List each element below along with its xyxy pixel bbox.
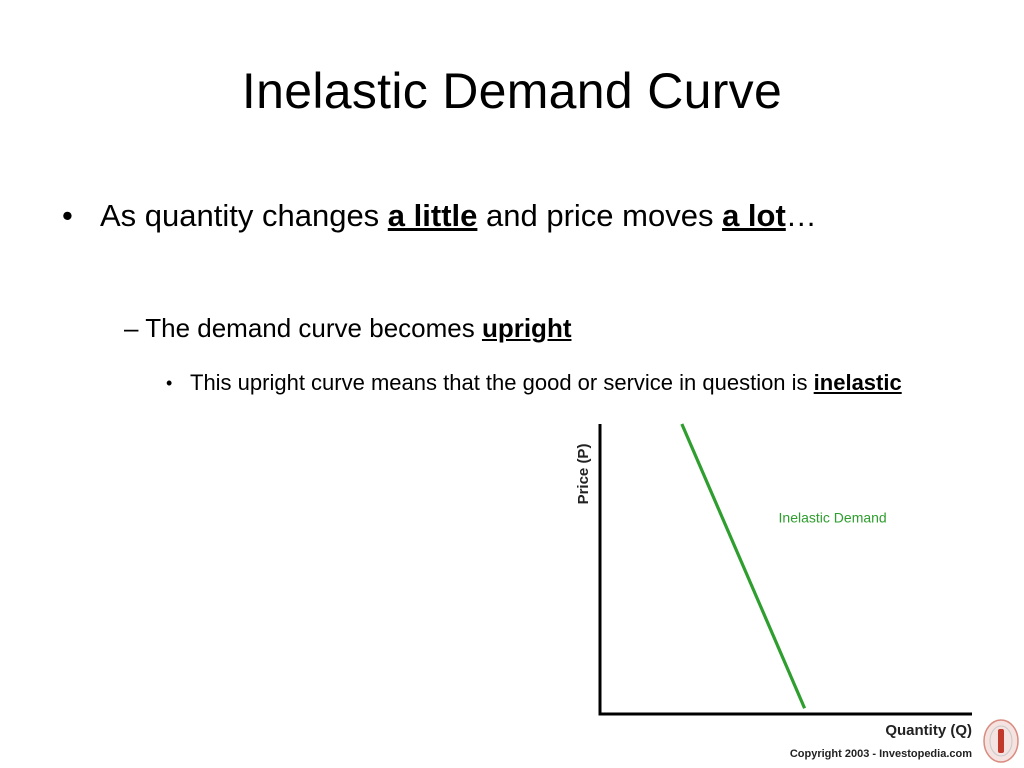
bullet-text-part: … — [785, 198, 817, 233]
bullet-text: This upright curve means that the good o… — [190, 365, 926, 401]
bullet-text-part: The demand curve becomes — [138, 313, 482, 343]
emphasis-upright: upright — [481, 313, 572, 343]
demand-curve-line — [680, 423, 807, 709]
demand-chart: Inelastic Demand Price (P) Quantity (Q) … — [575, 423, 972, 760]
bullet-dot: • — [166, 373, 173, 393]
bullet-dot: • — [62, 198, 73, 233]
emphasis-a-lot: a lot — [722, 198, 786, 233]
bullet-text: As quantity changes a little and price m… — [100, 192, 962, 239]
series-layer: Inelastic Demand — [680, 423, 887, 709]
emphasis-a-little: a little — [387, 198, 478, 233]
y-axis-label: Price (P) — [575, 444, 592, 505]
slide-title: Inelastic Demand Curve — [241, 63, 783, 119]
bullet-level-2: – The demand curve becomes upright — [124, 310, 944, 346]
bullet-level-1: • As quantity changes a little and price… — [62, 192, 962, 239]
bullet-text-part: This upright curve means that the good o… — [190, 370, 814, 395]
series-label: Inelastic Demand — [779, 510, 887, 526]
emphasis-inelastic: inelastic — [813, 370, 902, 395]
x-axis-label: Quantity (Q) — [885, 722, 972, 739]
bullet-text-part: and price moves — [477, 198, 723, 233]
bullet-dash: – — [124, 313, 139, 343]
bullet-level-3: • This upright curve means that the good… — [166, 365, 926, 401]
copyright-text: Copyright 2003 - Investopedia.com — [790, 748, 972, 760]
investopedia-logo-icon — [983, 719, 1019, 763]
bullet-text-part: As quantity changes — [100, 198, 388, 233]
